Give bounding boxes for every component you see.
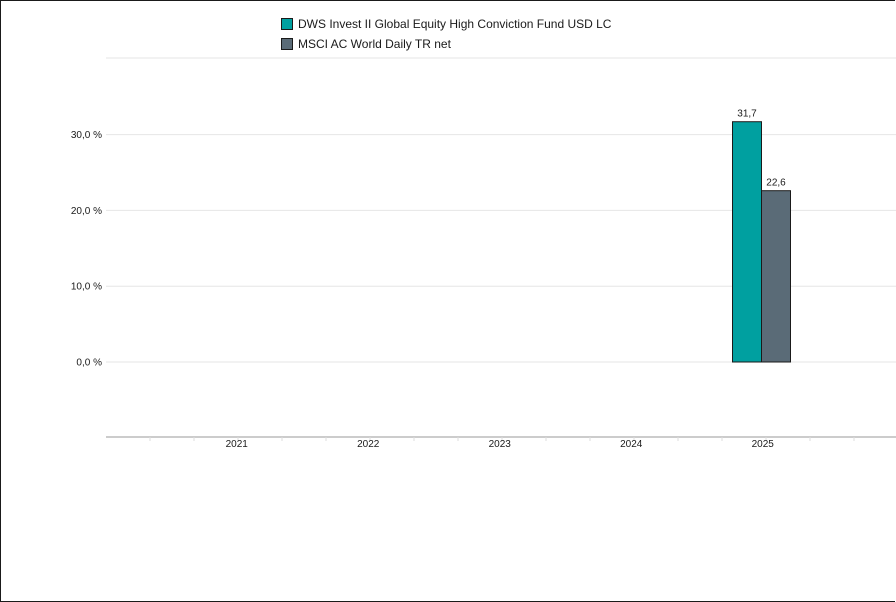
data-label: 22,6: [766, 178, 786, 189]
x-tick-label: 2025: [752, 439, 775, 450]
data-label: 31,7: [737, 109, 757, 120]
y-tick-label: 30,0 %: [71, 130, 102, 141]
legend-item-fund: DWS Invest II Global Equity High Convict…: [281, 14, 611, 34]
chart-legend: DWS Invest II Global Equity High Convict…: [281, 14, 611, 54]
x-tick-label: 2023: [489, 439, 512, 450]
bar-2025-series-0: [732, 121, 762, 363]
x-tick-label: 2021: [226, 439, 249, 450]
bar-2025-series-1: [761, 190, 791, 363]
y-tick-label: 0,0 %: [76, 358, 102, 369]
x-tick-label: 2024: [620, 439, 643, 450]
y-tick-label: 20,0 %: [71, 206, 102, 217]
legend-label-fund: DWS Invest II Global Equity High Convict…: [298, 17, 612, 31]
legend-swatch-benchmark: [281, 38, 293, 50]
y-tick-label: 10,0 %: [71, 282, 102, 293]
legend-label-benchmark: MSCI AC World Daily TR net: [298, 37, 451, 51]
legend-item-benchmark: MSCI AC World Daily TR net: [281, 34, 611, 54]
x-tick-label: 2022: [357, 439, 380, 450]
legend-swatch-fund: [281, 18, 293, 30]
